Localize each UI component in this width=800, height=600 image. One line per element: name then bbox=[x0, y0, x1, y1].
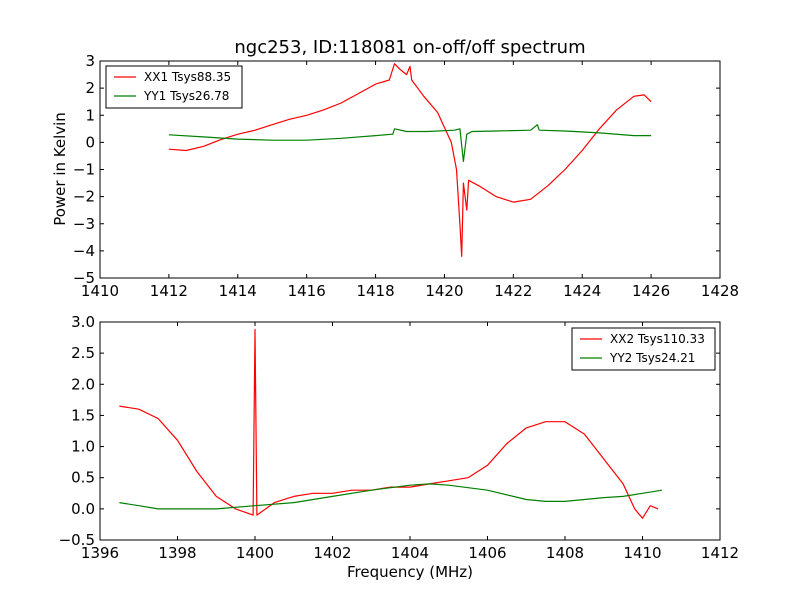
y-tick-label: 0 bbox=[85, 133, 95, 151]
legend-label: XX1 Tsys88.35 bbox=[144, 70, 231, 84]
x-tick-label: 1410 bbox=[81, 282, 119, 300]
x-tick-label: 1398 bbox=[158, 544, 196, 562]
x-tick-label: 1406 bbox=[468, 544, 506, 562]
series-line-yy2 bbox=[119, 483, 662, 510]
x-tick-label: 1412 bbox=[150, 282, 188, 300]
series-line-xx1 bbox=[168, 63, 652, 257]
bottom-plot-area: 1396 1398 1400 1402 1404 1406 1408 1410 1412 3.0 2… bbox=[59, 313, 740, 562]
y-tick-label: 2.0 bbox=[71, 375, 95, 393]
series-line-yy1 bbox=[168, 124, 652, 162]
y-tick-label: −3 bbox=[73, 215, 95, 233]
x-tick-label: 1400 bbox=[236, 544, 274, 562]
x-tick-label: 1426 bbox=[632, 282, 670, 300]
x-tick-label: 1410 bbox=[623, 544, 661, 562]
x-tick-label: 1404 bbox=[391, 544, 429, 562]
legend-label: XX2 Tsys110.33 bbox=[610, 332, 705, 346]
x-tick-label: 1424 bbox=[563, 282, 601, 300]
top-panel: ngc253, ID:118081 on-off/off spectrum Po… bbox=[51, 37, 739, 300]
y-tick-label: 3 bbox=[85, 52, 95, 70]
x-tick-label: 1422 bbox=[494, 282, 532, 300]
legend: XX2 Tsys110.33 YY2 Tsys24.21 bbox=[571, 327, 716, 371]
y-tick-label: −5 bbox=[73, 269, 95, 287]
x-tick-label: 1420 bbox=[425, 282, 463, 300]
x-tick-label: 1428 bbox=[701, 282, 739, 300]
y-tick-label: −0.5 bbox=[59, 531, 95, 549]
y-tick-label: −1 bbox=[73, 161, 95, 179]
y-tick-label: 1.0 bbox=[71, 438, 95, 456]
y-tick-label: 0.0 bbox=[71, 500, 95, 518]
y-axis-label: Power in Kelvin bbox=[51, 112, 69, 226]
bottom-panel: Frequency (MHz) 1396 1398 1400 1402 1404 1406… bbox=[59, 313, 740, 581]
x-axis-label: Frequency (MHz) bbox=[347, 563, 473, 581]
chart-title: ngc253, ID:118081 on-off/off spectrum bbox=[234, 37, 585, 58]
x-tick-label: 1418 bbox=[356, 282, 394, 300]
x-tick-label: 1412 bbox=[701, 544, 739, 562]
legend-box bbox=[571, 327, 716, 371]
x-tick-label: 1396 bbox=[81, 544, 119, 562]
y-tick-label: −4 bbox=[73, 242, 95, 260]
y-tick-label: 2 bbox=[85, 79, 95, 97]
legend: XX1 Tsys88.35 YY1 Tsys26.78 bbox=[105, 65, 243, 109]
y-tick-label: −2 bbox=[73, 188, 95, 206]
y-tick-label: 0.5 bbox=[71, 469, 95, 487]
top-plot-area: 1410 1412 1414 1416 1418 1420 1422 1424 1426 1428… bbox=[73, 52, 739, 300]
y-tick-label: 1.5 bbox=[71, 406, 95, 424]
legend-box bbox=[105, 65, 243, 109]
legend-label: YY1 Tsys26.78 bbox=[143, 89, 229, 103]
y-tick-label: 2.5 bbox=[71, 344, 95, 362]
x-tick-label: 1408 bbox=[546, 544, 584, 562]
y-tick-label: 1 bbox=[85, 106, 95, 124]
legend-label: YY2 Tsys24.21 bbox=[609, 351, 695, 365]
x-tick-label: 1414 bbox=[219, 282, 257, 300]
x-tick-label: 1402 bbox=[313, 544, 351, 562]
y-tick-label: 3.0 bbox=[71, 313, 95, 331]
x-tick-label: 1416 bbox=[288, 282, 326, 300]
series-line-xx2 bbox=[119, 328, 659, 519]
